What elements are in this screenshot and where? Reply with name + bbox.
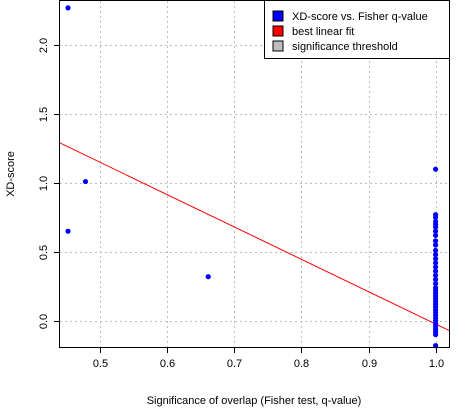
- y-axis-label: XD-score: [5, 151, 17, 197]
- legend-label-fit: best linear fit: [292, 26, 354, 38]
- y-tick-label: 2.0: [38, 38, 50, 53]
- data-point: [432, 256, 439, 262]
- best-fit-line: [59, 142, 450, 331]
- legend: XD-score vs. Fisher q-value best linear …: [264, 0, 450, 59]
- x-tick-label: 0.7: [227, 358, 242, 370]
- data-point: [432, 166, 439, 172]
- x-tick-label: 0.5: [93, 358, 108, 370]
- data-point: [65, 5, 71, 11]
- data-point: [205, 274, 211, 280]
- legend-box: [264, 0, 450, 59]
- legend-swatch-threshold: [272, 40, 284, 52]
- data-point: [432, 260, 439, 266]
- x-axis-label: Significance of overlap (Fisher test, q-…: [147, 395, 362, 407]
- data-point: [432, 268, 439, 274]
- data-point: [432, 214, 439, 221]
- data-point: [432, 280, 439, 287]
- legend-swatch-points: [272, 10, 284, 22]
- data-point: [432, 232, 439, 238]
- y-tick-label: 0.0: [38, 314, 50, 329]
- legend-label-threshold: significance threshold: [292, 41, 398, 53]
- x-tick-label: 1.0: [429, 358, 444, 370]
- data-point: [432, 343, 439, 349]
- data-point: [432, 252, 439, 258]
- data-point: [432, 331, 439, 338]
- data-point: [432, 264, 439, 270]
- x-tick-label: 0.8: [294, 358, 309, 370]
- data-point: [432, 276, 439, 283]
- y-tick-label: 1.5: [38, 107, 50, 122]
- y-axis: 0.0 0.5 1.0 1.5 2.0: [38, 38, 60, 329]
- points-layer: [65, 5, 439, 349]
- data-point: [82, 178, 89, 185]
- fit-line-layer: [59, 142, 450, 331]
- data-point: [65, 228, 71, 234]
- y-tick-label: 1.0: [38, 176, 50, 191]
- data-point: [432, 272, 439, 278]
- data-point: [432, 224, 439, 230]
- y-tick-label: 0.5: [38, 245, 50, 260]
- x-axis: 0.5 0.6 0.7 0.8 0.9 1.0: [93, 347, 444, 370]
- data-point: [432, 247, 439, 254]
- x-tick-label: 0.9: [362, 358, 377, 370]
- legend-label-points: XD-score vs. Fisher q-value: [292, 11, 428, 23]
- data-point: [432, 242, 439, 248]
- data-point: [432, 238, 439, 244]
- plot-frame: [59, 0, 450, 348]
- legend-swatch-fit: [272, 25, 284, 37]
- data-point: [432, 228, 439, 234]
- x-tick-label: 0.6: [160, 358, 175, 370]
